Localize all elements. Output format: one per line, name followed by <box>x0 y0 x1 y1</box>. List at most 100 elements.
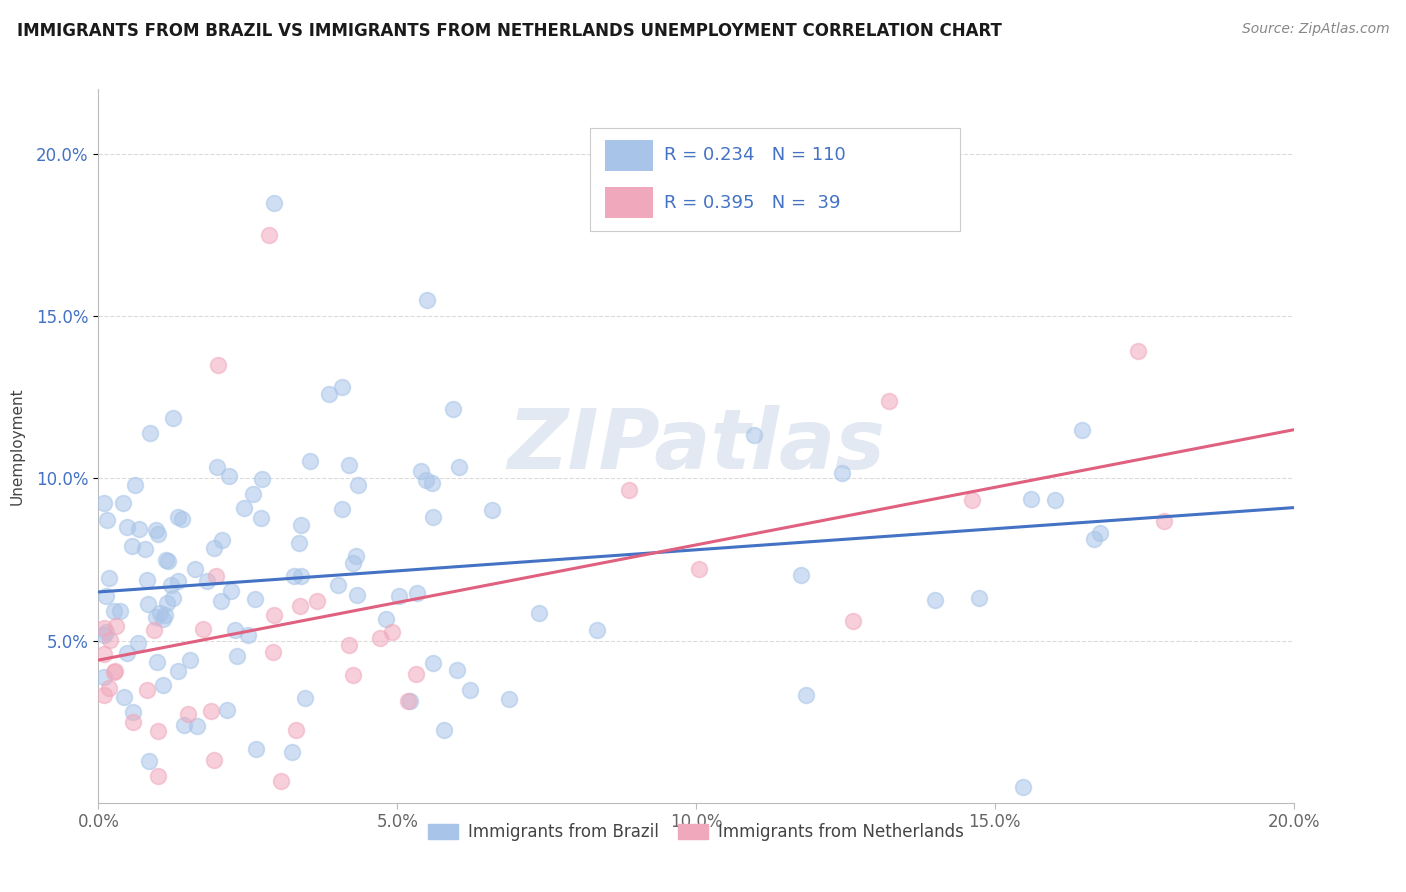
Point <box>877 394 900 409</box>
Point <box>93 647 115 661</box>
Point <box>215 703 238 717</box>
Point <box>250 511 273 525</box>
Point <box>1083 532 1105 546</box>
Point <box>204 568 226 582</box>
Point <box>146 655 169 669</box>
Point <box>155 553 177 567</box>
Point <box>145 609 167 624</box>
Point <box>307 594 329 608</box>
Point <box>498 692 520 706</box>
Point <box>152 612 174 626</box>
Point <box>481 503 503 517</box>
Point <box>831 466 853 480</box>
Point <box>381 624 404 639</box>
Point <box>460 683 482 698</box>
Point <box>416 293 439 307</box>
Point <box>441 401 464 416</box>
Point <box>1090 526 1112 541</box>
Point <box>221 583 243 598</box>
Point <box>1126 343 1149 358</box>
Point <box>617 483 640 497</box>
Point <box>842 614 865 628</box>
Point <box>236 628 259 642</box>
Point <box>290 517 312 532</box>
Point <box>794 688 817 702</box>
Point <box>122 705 145 719</box>
Point <box>177 707 200 722</box>
Point <box>288 599 311 613</box>
Point <box>103 604 125 618</box>
Point <box>195 574 218 588</box>
Point <box>299 454 322 468</box>
Point <box>396 694 419 708</box>
Point <box>98 632 121 647</box>
Point <box>146 768 169 782</box>
Point <box>688 562 710 576</box>
Point <box>433 723 456 738</box>
Point <box>420 476 443 491</box>
Point <box>406 586 429 600</box>
Text: Source: ZipAtlas.com: Source: ZipAtlas.com <box>1241 22 1389 37</box>
Point <box>332 502 354 516</box>
Point <box>1153 514 1175 528</box>
Point <box>149 606 172 620</box>
Point <box>170 512 193 526</box>
Point <box>93 670 115 684</box>
Point <box>167 510 190 524</box>
Point <box>93 688 115 702</box>
Point <box>115 519 138 533</box>
Point <box>96 513 118 527</box>
Point <box>127 635 149 649</box>
Point <box>290 569 312 583</box>
Point <box>124 478 146 492</box>
Point <box>344 549 367 564</box>
Point <box>415 473 437 487</box>
Bar <box>605 140 652 171</box>
Text: IMMIGRANTS FROM BRAZIL VS IMMIGRANTS FROM NETHERLANDS UNEMPLOYMENT CORRELATION C: IMMIGRANTS FROM BRAZIL VS IMMIGRANTS FRO… <box>17 22 1001 40</box>
Point <box>388 589 411 603</box>
Point <box>243 591 266 606</box>
Point <box>184 562 207 576</box>
Point <box>446 663 468 677</box>
Point <box>347 478 370 492</box>
Point <box>105 619 128 633</box>
Point <box>167 574 190 588</box>
Point <box>330 380 353 394</box>
Point <box>94 589 117 603</box>
Point <box>156 596 179 610</box>
Point <box>224 623 246 637</box>
Text: ZIPatlas: ZIPatlas <box>508 406 884 486</box>
Point <box>136 683 159 698</box>
Point <box>318 387 340 401</box>
Point <box>128 522 150 536</box>
Point <box>242 487 264 501</box>
Point <box>245 742 267 756</box>
Point <box>202 753 225 767</box>
Point <box>136 573 159 587</box>
Point <box>262 644 284 658</box>
Point <box>162 410 184 425</box>
Point <box>179 653 201 667</box>
Point <box>191 622 214 636</box>
Legend: Immigrants from Brazil, Immigrants from Netherlands: Immigrants from Brazil, Immigrants from … <box>420 817 972 848</box>
Point <box>399 694 422 708</box>
Point <box>97 681 120 695</box>
Point <box>121 714 143 729</box>
Point <box>422 510 444 524</box>
Point <box>337 458 360 472</box>
Point <box>1043 492 1066 507</box>
Point <box>225 649 247 664</box>
Point <box>270 773 292 788</box>
Point <box>924 593 946 607</box>
Point <box>346 588 368 602</box>
Point <box>117 646 139 660</box>
Point <box>263 608 285 623</box>
Point <box>143 623 166 637</box>
Point <box>375 612 398 626</box>
Point <box>285 723 308 738</box>
Point <box>742 428 765 442</box>
Point <box>252 472 274 486</box>
Point <box>186 719 208 733</box>
Point <box>967 591 990 605</box>
Point <box>422 656 444 670</box>
